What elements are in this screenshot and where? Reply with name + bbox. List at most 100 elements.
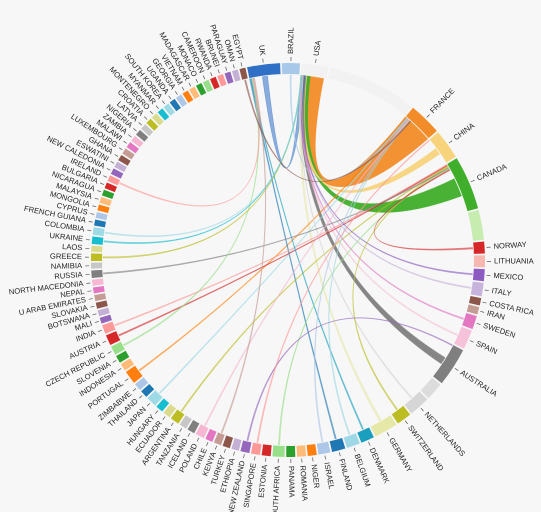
arc-uk[interactable] [247, 63, 281, 79]
arc-usa[interactable] [300, 63, 329, 79]
arc-canada[interactable] [447, 158, 479, 212]
ribbon-portugal-france[interactable] [138, 116, 407, 372]
arc-ethiopia[interactable] [231, 438, 242, 451]
arc-luxembourg[interactable] [122, 148, 135, 160]
arc-netherlands[interactable] [404, 391, 428, 414]
arc-zambia[interactable] [131, 135, 144, 148]
arc-new-zealand[interactable] [240, 440, 252, 454]
arc-kenya[interactable] [213, 432, 225, 446]
arc-botswana[interactable] [97, 307, 110, 317]
arc-slovakia[interactable] [95, 300, 108, 309]
arc-myanmar[interactable] [157, 108, 170, 121]
ribbon-russia-canada[interactable] [103, 167, 450, 275]
ribbon-south-africa-canada[interactable] [278, 168, 450, 446]
arc-u-arab-emirates[interactable] [94, 293, 107, 302]
ribbon-egypt-france[interactable] [244, 79, 412, 183]
arc-new-caledonia[interactable] [110, 168, 124, 179]
ribbon-poland-france[interactable] [204, 119, 410, 427]
ribbon-czech-republic-uk[interactable] [123, 78, 260, 347]
arc-colombia[interactable] [92, 227, 105, 237]
ribbon-india-canada[interactable] [114, 164, 448, 327]
arc-chile[interactable] [205, 428, 217, 442]
arc-mexico[interactable] [472, 268, 485, 282]
arc-poland[interactable] [195, 424, 209, 439]
arc-laos[interactable] [91, 245, 103, 253]
ribbon-mexico-usa[interactable] [299, 75, 473, 276]
arc-south-africa[interactable] [272, 445, 285, 457]
arc-croatia[interactable] [146, 118, 159, 131]
ribbon-ireland-uk[interactable] [119, 77, 260, 207]
arc-ecuador[interactable] [163, 404, 177, 418]
arc-segment-7[interactable] [467, 209, 484, 241]
arc-monaco[interactable] [195, 83, 207, 96]
arc-japan[interactable] [147, 390, 163, 406]
arc-eswatini[interactable] [114, 161, 127, 173]
arc-paraguay[interactable] [224, 71, 234, 84]
arc-mali[interactable] [99, 314, 112, 324]
ribbon-new-zealand-australia[interactable] [246, 317, 453, 442]
arc-austria[interactable] [105, 331, 121, 346]
arc-ghana[interactable] [118, 154, 131, 166]
arc-slovenia[interactable] [116, 350, 130, 363]
arc-estonia[interactable] [261, 444, 272, 457]
arc-hungary[interactable] [156, 398, 170, 412]
arc-nicaragua[interactable] [101, 189, 115, 200]
arc-spain[interactable] [454, 326, 472, 349]
arc-romania[interactable] [296, 445, 307, 457]
ribbon-norway-canada[interactable] [373, 169, 473, 251]
arc-iran[interactable] [466, 304, 480, 315]
arc-latvia[interactable] [141, 124, 154, 137]
arc-cyprus[interactable] [95, 211, 108, 221]
arc-namibia[interactable] [91, 262, 103, 269]
ribbon-denmark-uk[interactable] [250, 78, 364, 430]
ribbon-switzerland-canada[interactable] [352, 166, 449, 411]
arc-sweden[interactable] [462, 312, 477, 330]
arc-madagascar[interactable] [189, 86, 200, 100]
arc-greece[interactable] [91, 253, 103, 261]
arc-ireland[interactable] [107, 175, 121, 186]
arc-indonesia[interactable] [120, 358, 135, 371]
arc-tanzania[interactable] [179, 415, 192, 429]
arc-segment-17[interactable] [420, 377, 441, 399]
ribbon-japan-france[interactable] [158, 117, 408, 395]
arc-australia[interactable] [433, 345, 464, 384]
arc-malaysia[interactable] [99, 197, 112, 206]
arc-ukraine[interactable] [91, 236, 104, 245]
arc-india[interactable] [102, 321, 116, 334]
arc-turkey[interactable] [222, 435, 234, 449]
ribbon-argentina-canada[interactable] [180, 165, 449, 413]
arc-montenegro[interactable] [151, 113, 164, 126]
arc-north-macedonia[interactable] [91, 278, 104, 286]
ribbon-israel-france[interactable] [313, 118, 410, 443]
arc-georgia[interactable] [176, 94, 188, 107]
arc-rwanda[interactable] [210, 76, 220, 90]
arc-belgium[interactable] [343, 433, 360, 448]
arc-china[interactable] [429, 132, 456, 163]
arc-germany[interactable] [370, 415, 397, 437]
arc-switzerland[interactable] [391, 405, 411, 424]
arc-lithuania[interactable] [473, 255, 485, 268]
arc-israel[interactable] [316, 441, 331, 455]
ribbon-kenya-uk[interactable] [220, 77, 267, 434]
ribbon-colombia-usa[interactable] [104, 75, 303, 237]
arc-brazil[interactable] [281, 62, 300, 75]
arc-vietnam[interactable] [182, 90, 194, 103]
arc-segment-3[interactable] [328, 67, 412, 116]
arc-italy[interactable] [470, 281, 484, 297]
arc-portugal[interactable] [125, 365, 143, 383]
arc-iceland[interactable] [187, 420, 200, 434]
arc-zimbabwe[interactable] [135, 377, 149, 391]
arc-denmark[interactable] [357, 427, 374, 443]
ribbon-singapore-china[interactable] [256, 139, 430, 443]
arc-french-guiana[interactable] [94, 219, 106, 228]
arc-nepal[interactable] [92, 285, 105, 294]
arc-thailand[interactable] [141, 383, 155, 397]
arc-cameroon[interactable] [202, 79, 213, 93]
arc-singapore[interactable] [250, 442, 262, 455]
ribbon-austria-canada[interactable] [118, 164, 448, 337]
arc-finland[interactable] [329, 437, 346, 452]
arc-brunei[interactable] [217, 74, 227, 87]
arc-costa-rica[interactable] [468, 295, 482, 306]
arc-norway[interactable] [473, 241, 485, 254]
arc-malawi[interactable] [126, 142, 139, 154]
